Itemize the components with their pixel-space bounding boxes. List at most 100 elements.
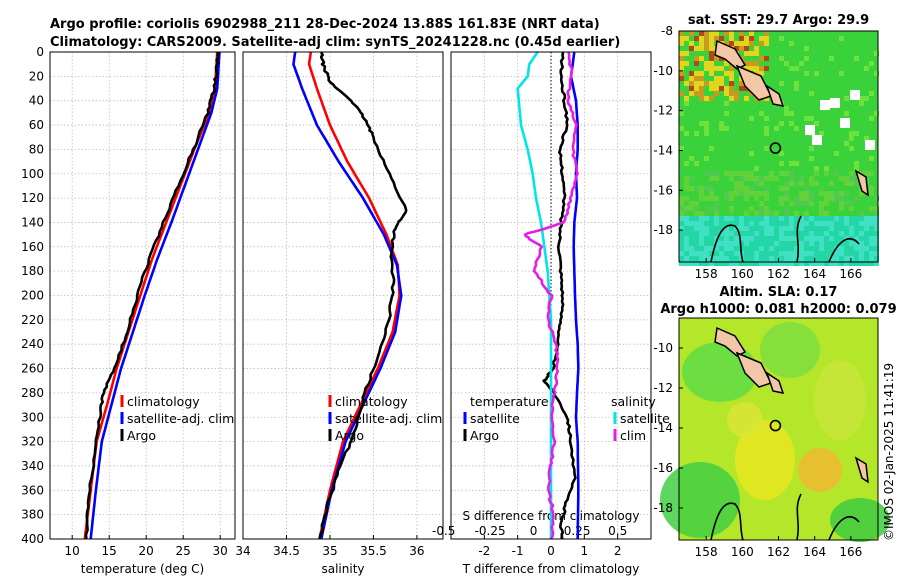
sst-cell — [869, 206, 874, 211]
land-island — [714, 326, 747, 357]
sst-cell — [829, 56, 834, 61]
sst-cell — [734, 186, 739, 191]
sst-cell — [854, 221, 859, 226]
sst-cell — [699, 196, 704, 201]
depth-tick-label: 60 — [29, 118, 44, 132]
sst-cell — [689, 76, 694, 81]
sst-cell — [714, 201, 719, 206]
sst-cell — [839, 231, 844, 236]
sst-cell — [814, 236, 819, 241]
sst-cell — [784, 236, 789, 241]
sst-cell — [814, 181, 819, 186]
sst-cell — [709, 221, 714, 226]
sst-cell — [694, 216, 699, 221]
sst-cell — [864, 256, 869, 261]
sst-cell — [694, 76, 699, 81]
s-tick-label: 0 — [530, 524, 538, 538]
sst-cell — [729, 81, 734, 86]
sst-cell — [729, 256, 734, 261]
sst-cell — [729, 36, 734, 41]
reef-outline — [710, 502, 744, 541]
sst-cell — [754, 226, 759, 231]
sst-cell — [719, 256, 724, 261]
lon-tick-label: 164 — [803, 267, 826, 281]
sst-cell — [714, 176, 719, 181]
sst-cell — [819, 191, 824, 196]
sst-cell — [719, 66, 724, 71]
sst-cell — [709, 171, 714, 176]
sst-cell — [749, 176, 754, 181]
sst-cell — [689, 41, 694, 46]
sst-cell — [724, 261, 729, 266]
sst-cell — [784, 196, 789, 201]
lat-tick-label: -12 — [653, 381, 673, 395]
sst-cell — [724, 221, 729, 226]
sst-cell — [699, 86, 704, 91]
sst-cell — [769, 261, 774, 266]
sst-cell — [794, 86, 799, 91]
sst-cell — [779, 231, 784, 236]
sst-cell — [849, 146, 854, 151]
sst-cell — [684, 226, 689, 231]
sst-cell — [764, 66, 769, 71]
sst-cell — [819, 211, 824, 216]
plot-frame — [450, 51, 652, 540]
sst-cell — [784, 191, 789, 196]
sst-cell — [759, 41, 764, 46]
sst-cell — [704, 211, 709, 216]
sst-cell — [849, 201, 854, 206]
sst-cell — [709, 176, 714, 181]
sst-cell — [679, 211, 684, 216]
sst-cell — [699, 216, 704, 221]
sst-cell — [684, 61, 689, 66]
sst-cell — [709, 56, 714, 61]
sst-cell — [829, 231, 834, 236]
sst-cell — [684, 176, 689, 181]
sst-cell — [704, 261, 709, 266]
sst-cell — [864, 216, 869, 221]
sst-cell — [689, 251, 694, 256]
sst-cell — [764, 126, 769, 131]
sst-cell — [764, 256, 769, 261]
sst-cell — [769, 216, 774, 221]
sst-cell — [799, 226, 804, 231]
sst-cell — [789, 181, 794, 186]
sst-cell — [809, 156, 814, 161]
sst-cell — [829, 256, 834, 261]
sst-cell — [809, 196, 814, 201]
sst-cell — [689, 246, 694, 251]
sst-cell — [824, 191, 829, 196]
sst-cell — [744, 176, 749, 181]
sst-cell — [679, 201, 684, 206]
sst-cell — [839, 36, 844, 41]
sst-cell — [719, 246, 724, 251]
sst-cell — [849, 181, 854, 186]
sst-cell — [829, 221, 834, 226]
sst-cell — [864, 96, 869, 101]
sst-cell — [759, 201, 764, 206]
sst-cell — [804, 201, 809, 206]
sst-cell — [769, 241, 774, 246]
sst-cell — [769, 231, 774, 236]
sst-cell — [859, 256, 864, 261]
depth-tick-label: 200 — [21, 289, 44, 303]
sst-cell — [714, 256, 719, 261]
sst-cell — [859, 261, 864, 266]
sst-cell — [844, 216, 849, 221]
depth-tick-label: 100 — [21, 167, 44, 181]
sst-cell — [849, 216, 854, 221]
sst-cell — [694, 226, 699, 231]
sst-cell — [689, 226, 694, 231]
sst-cell — [804, 71, 809, 76]
sst-cell — [729, 86, 734, 91]
sst-cell — [789, 221, 794, 226]
sst-cell — [804, 261, 809, 266]
sst-cell — [839, 226, 844, 231]
sst-cell — [849, 176, 854, 181]
sst-cell — [684, 196, 689, 201]
sst-cell — [794, 81, 799, 86]
sst-cell — [689, 231, 694, 236]
sst-cell — [759, 241, 764, 246]
sst-cell — [744, 41, 749, 46]
cloud-gap — [812, 135, 822, 145]
